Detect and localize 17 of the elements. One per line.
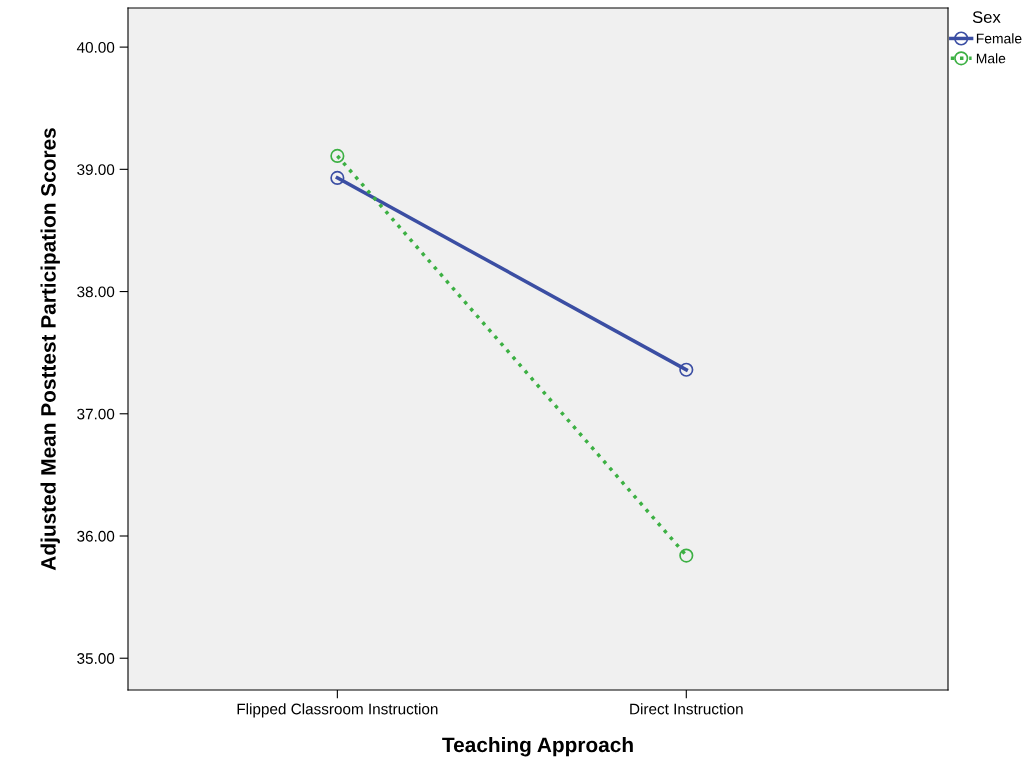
- y-tick-label: 35.00: [77, 653, 115, 664]
- y-axis-title: Adjusted Mean Posttest Participation Scores: [40, 128, 60, 571]
- legend-label: Male: [976, 53, 1006, 64]
- y-tick-label: 40.00: [76, 41, 115, 53]
- y-tick-label: 36.00: [77, 530, 115, 542]
- legend-label: Female: [976, 33, 1022, 44]
- x-tick-label: Flipped Classroom Instruction: [237, 703, 438, 718]
- legend-title: Sex: [972, 11, 1001, 24]
- point: [330, 170, 345, 185]
- point: [679, 548, 694, 563]
- y-tick-label: 38.00: [77, 286, 115, 298]
- x-axis-title: Teaching Approach: [442, 736, 633, 757]
- point: [679, 362, 694, 377]
- point: [330, 148, 345, 163]
- y-tick-label: 37.00: [77, 408, 115, 420]
- x-tick-label: Direct Instruction: [630, 703, 743, 715]
- y-tick-label: 39.00: [77, 164, 115, 176]
